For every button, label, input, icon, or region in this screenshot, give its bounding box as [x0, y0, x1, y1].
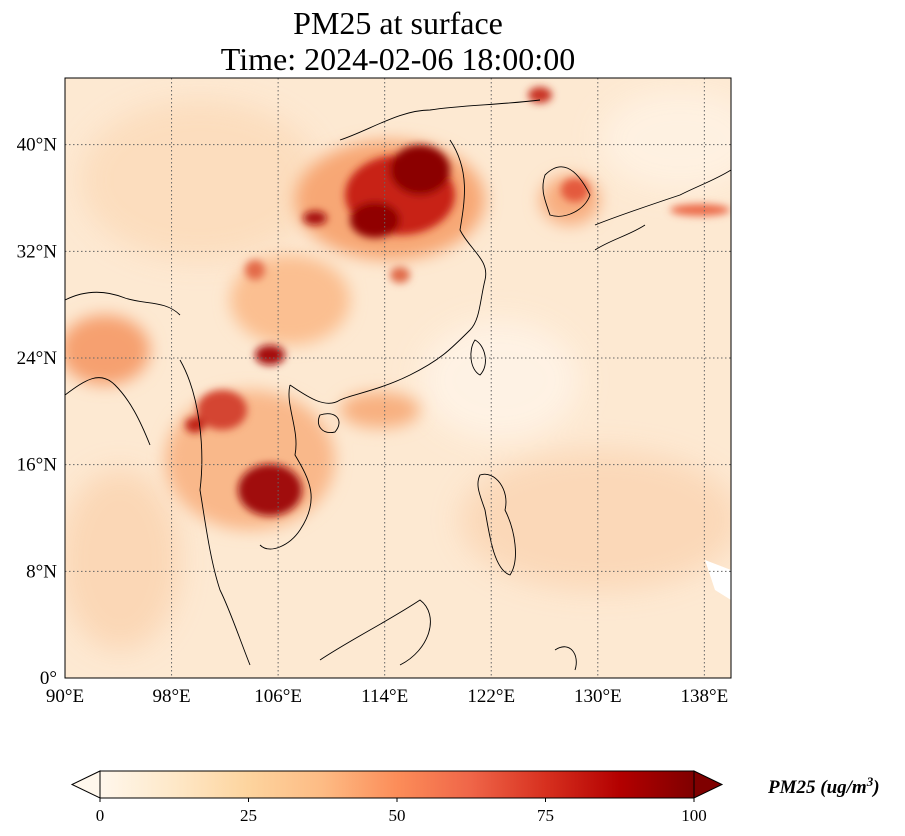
- lon-tick-labels: 90°E 98°E 106°E 114°E 122°E 130°E 138°E: [46, 686, 728, 707]
- lon-tick-label: 130°E: [574, 686, 622, 707]
- gridlines: [65, 78, 731, 678]
- lon-tick-label: 138°E: [681, 686, 729, 707]
- pm25-field: [65, 78, 731, 678]
- lat-tick-label: 16°N: [17, 455, 58, 476]
- colorbar-tick-label: 25: [240, 806, 257, 825]
- colorbar-tick-label: 100: [681, 806, 707, 825]
- lon-tick-label: 106°E: [254, 686, 302, 707]
- lat-tick-label: 32°N: [17, 241, 58, 262]
- colorbar-label: PM25 (ug/m3): [767, 774, 880, 798]
- lat-tick-label: 8°N: [26, 561, 57, 582]
- map-time: Time: 2024-02-06 18:00:00: [220, 41, 576, 77]
- colorbar: 0 25 50 75 100 PM25 (ug/m3): [70, 770, 880, 825]
- lat-tick-label: 40°N: [17, 135, 58, 156]
- lon-tick-label: 98°E: [152, 686, 190, 707]
- colorbar-tick-label: 75: [537, 806, 554, 825]
- colorbar-min-extend: [70, 770, 101, 799]
- colorbar-tick-label: 0: [96, 806, 105, 825]
- lon-tick-label: 122°E: [467, 686, 515, 707]
- lat-tick-labels: 0° 8°N 16°N 24°N 32°N 40°N: [17, 135, 58, 689]
- colorbar-max-extend: [693, 770, 724, 799]
- lat-tick-label: 24°N: [17, 348, 58, 369]
- colorbar-ramp: [99, 770, 695, 799]
- lat-tick-label: 0°: [40, 668, 57, 689]
- lon-tick-label: 90°E: [46, 686, 84, 707]
- map-frame: [64, 77, 732, 679]
- lon-tick-label: 114°E: [361, 686, 408, 707]
- coastlines: [65, 99, 731, 671]
- colorbar-tick-label: 50: [389, 806, 406, 825]
- map-title: PM25 at surface: [293, 5, 503, 41]
